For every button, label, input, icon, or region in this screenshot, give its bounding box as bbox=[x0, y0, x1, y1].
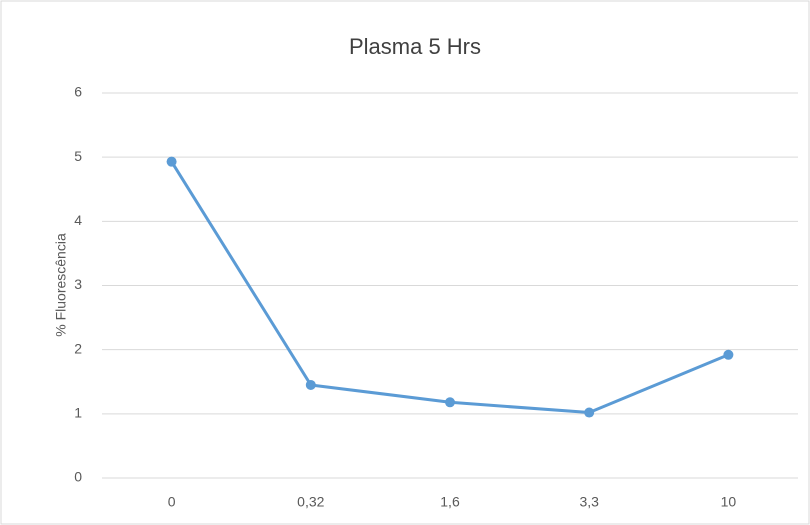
x-tick-label: 10 bbox=[721, 494, 737, 510]
data-point bbox=[445, 397, 455, 408]
x-tick-label: 0 bbox=[168, 494, 176, 510]
data-point bbox=[584, 407, 595, 418]
y-tick-label: 1 bbox=[74, 405, 82, 421]
y-tick-label: 2 bbox=[74, 340, 82, 356]
x-tick-label: 3,3 bbox=[579, 494, 599, 510]
y-tick-label: 0 bbox=[74, 469, 82, 485]
y-tick-label: 5 bbox=[74, 148, 82, 164]
y-tick-label: 6 bbox=[74, 84, 82, 100]
data-point bbox=[166, 156, 177, 167]
y-axis-label: % Fluorescência bbox=[53, 233, 69, 337]
chart-title: Plasma 5 Hrs bbox=[349, 34, 481, 59]
x-tick-label: 0,32 bbox=[297, 494, 324, 510]
y-tick-label: 3 bbox=[74, 276, 82, 292]
data-point bbox=[305, 379, 316, 390]
data-point bbox=[723, 349, 734, 360]
x-tick-label: 1,6 bbox=[440, 494, 460, 510]
y-tick-label: 4 bbox=[74, 212, 82, 228]
